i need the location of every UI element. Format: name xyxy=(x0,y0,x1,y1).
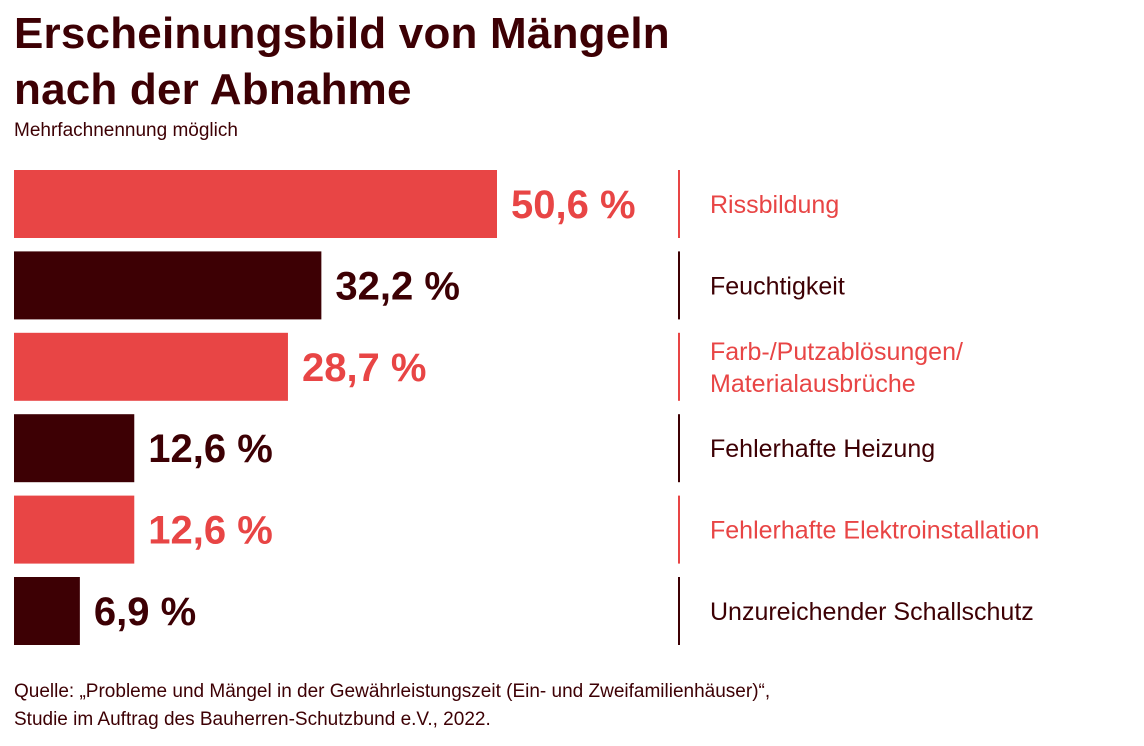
bar-4 xyxy=(14,414,135,483)
category-label-3: Farb-/Putzablösungen/Materialausbrüche xyxy=(710,338,963,398)
source-line-2: Studie im Auftrag des Bauherren-Schutzbu… xyxy=(14,709,491,730)
value-label-3: 28,7 % xyxy=(302,346,427,390)
category-label-1: Rissbildung xyxy=(710,191,839,219)
bar-chart: 50,6 % Rissbildung 32,2 % Feuchtigkeit 28,7 … xyxy=(14,170,1039,645)
category-label-4: Fehlerhafte Heizung xyxy=(710,435,935,463)
value-label-2: 32,2 % xyxy=(335,264,460,308)
chart-title: Erscheinungsbild von Mängeln nach der Ab… xyxy=(14,6,914,118)
bar-1 xyxy=(14,170,497,238)
value-label-1: 50,6 % xyxy=(511,183,636,227)
category-label-2: Feuchtigkeit xyxy=(710,272,845,300)
bar-6 xyxy=(14,577,80,645)
bar-3 xyxy=(14,332,288,401)
category-label-6: Unzureichender Schallschutz xyxy=(710,598,1034,626)
chart-title-line-1: Erscheinungsbild von Mängeln xyxy=(14,9,670,58)
source-line-1: Quelle: „Probleme und Mängel in der Gewä… xyxy=(14,681,771,702)
value-label-5: 12,6 % xyxy=(148,509,273,553)
value-label-4: 12,6 % xyxy=(148,427,273,471)
bar-2 xyxy=(14,251,322,320)
chart-title-line-2: nach der Abnahme xyxy=(14,65,412,114)
bar-5 xyxy=(14,495,135,564)
source-note: Quelle: „Probleme und Mängel in der Gewä… xyxy=(14,678,770,734)
value-label-6: 6,9 % xyxy=(94,590,196,634)
category-label-5: Fehlerhafte Elektroinstallation xyxy=(710,517,1039,545)
chart-subtitle: Mehrfachnennung möglich xyxy=(14,120,238,141)
